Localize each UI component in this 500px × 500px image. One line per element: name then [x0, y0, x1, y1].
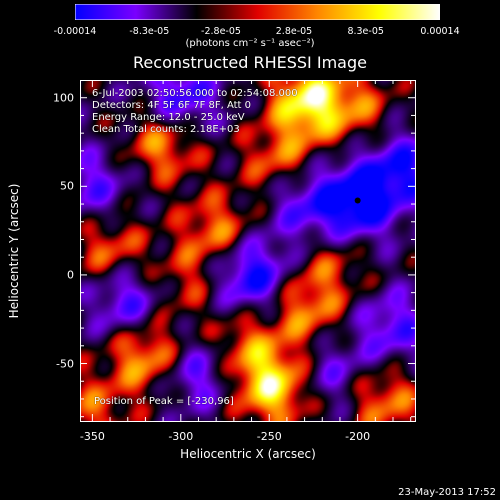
peak-marker	[354, 197, 361, 204]
plot-border	[80, 80, 416, 422]
plot-area: 6-Jul-2003 02:50:56.000 to 02:54:08.000 …	[80, 80, 416, 422]
colorbar-tick-label: -8.3e-05	[129, 26, 170, 37]
heatmap-image	[80, 80, 416, 422]
y-tick-label: 50	[60, 179, 74, 193]
footer-date: 23-May-2013 17:52	[398, 487, 496, 498]
annotation-peak-position: Position of Peak = [-230,96]	[94, 396, 234, 407]
colorbar-tick-label: 2.8e-05	[275, 26, 313, 37]
annotation-total-counts: Clean Total counts: 2.18E+03	[92, 124, 240, 135]
colorbar-tick-label: 8.3e-05	[347, 26, 384, 37]
colorbar-tick-label: -0.00014	[53, 26, 97, 37]
colorbar	[75, 4, 440, 20]
colorbar-tick-label: -2.8e-05	[201, 26, 241, 37]
chart-title: Reconstructed RHESSI Image	[133, 53, 367, 72]
y-tick-label: 100	[53, 91, 74, 105]
x-tick-label: -300	[168, 430, 194, 443]
y-tick-label: -50	[56, 357, 74, 371]
plot-marks	[80, 80, 415, 421]
x-axis-label: Heliocentric X (arcsec)	[180, 447, 316, 461]
colorbar-gradient	[75, 4, 440, 20]
annotation-detectors: Detectors: 4F 5F 6F 7F 8F, Att 0	[92, 100, 252, 111]
y-axis-label: Heliocentric Y (arcsec)	[7, 183, 21, 319]
annotation-energy-range: Energy Range: 12.0 - 25.0 keV	[92, 112, 245, 123]
x-tick-label: -350	[79, 430, 105, 443]
colorbar-tick-label: 0.00014	[420, 26, 460, 37]
colorbar-units: (photons cm⁻² s⁻¹ asec⁻²)	[185, 38, 315, 49]
annotation-time-range: 6-Jul-2003 02:50:56.000 to 02:54:08.000	[92, 88, 298, 99]
y-tick-label: 0	[67, 268, 74, 282]
x-tick-label: -200	[345, 430, 371, 443]
x-tick-label: -250	[256, 430, 282, 443]
